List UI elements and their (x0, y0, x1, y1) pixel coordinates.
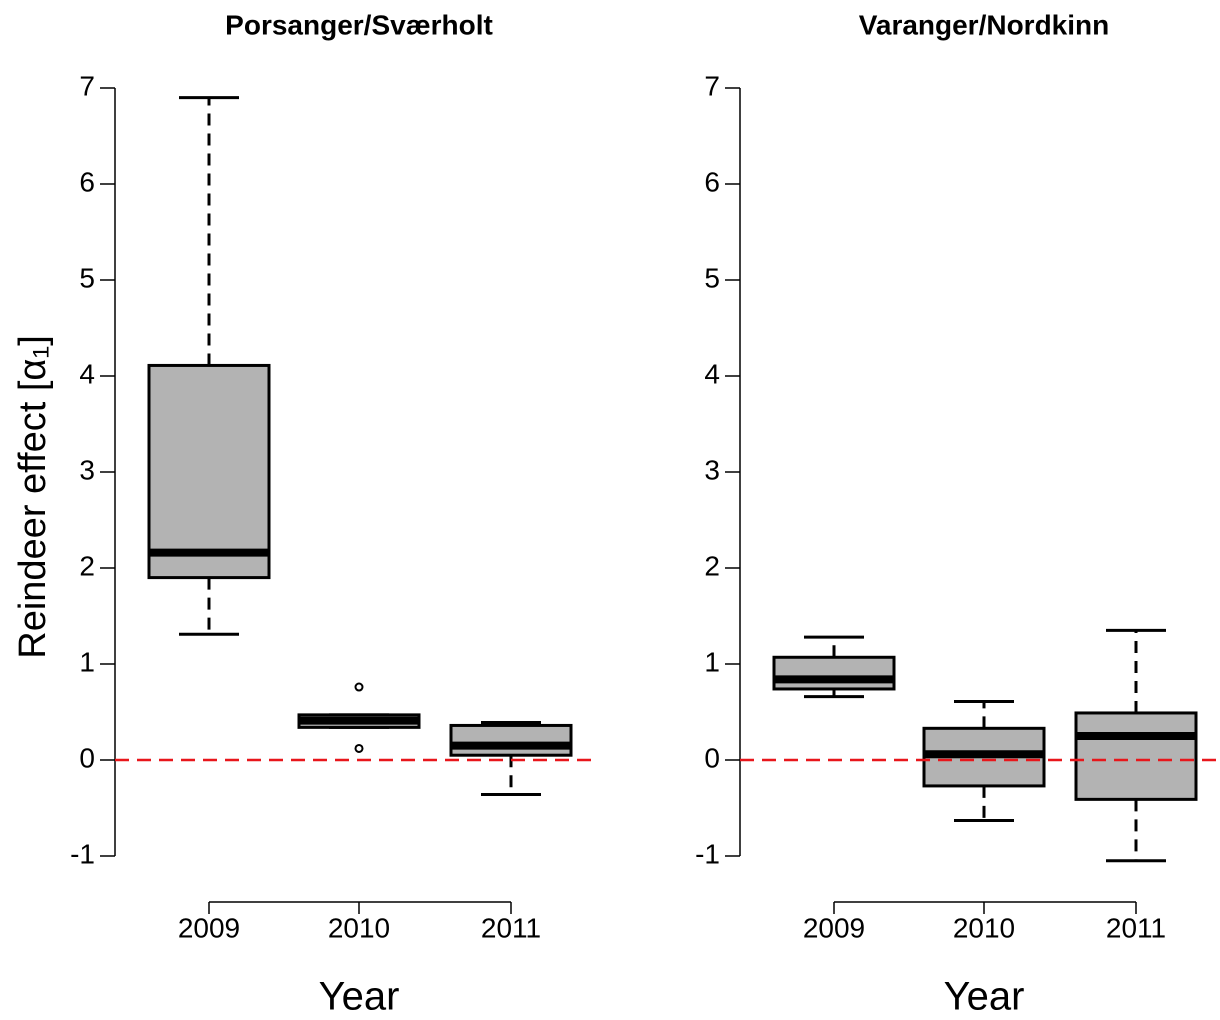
x-tick-label: 2011 (1106, 912, 1166, 943)
chart-title: Porsanger/Sværholt (225, 9, 493, 40)
box (449, 723, 573, 757)
y-tick-label: 2 (704, 550, 720, 581)
outlier (354, 682, 364, 692)
y-tick-label: 7 (79, 70, 95, 101)
x-tick-label: 2010 (953, 912, 1015, 943)
y-tick-label: 4 (704, 358, 720, 389)
y-tick-label: 4 (79, 358, 95, 389)
y-tick-label: 5 (79, 262, 95, 293)
chart-title: Varanger/Nordkinn (859, 9, 1110, 40)
box (147, 363, 271, 580)
y-tick-label: -1 (70, 838, 95, 869)
box (1074, 711, 1198, 801)
y-tick-label: 6 (79, 166, 95, 197)
y-tick-label: -1 (695, 838, 720, 869)
x-axis-label: Year (944, 975, 1025, 1019)
y-tick-label: 1 (704, 646, 720, 677)
outlier (354, 743, 364, 753)
y-tick-label: 0 (704, 742, 720, 773)
x-axis-label: Year (319, 975, 400, 1019)
y-tick-label: 3 (79, 454, 95, 485)
y-tick-label: 7 (704, 70, 720, 101)
y-tick-label: 6 (704, 166, 720, 197)
x-tick-label: 2010 (328, 912, 390, 943)
x-tick-label: 2009 (178, 912, 240, 943)
y-tick-label: 3 (704, 454, 720, 485)
y-tick-label: 0 (79, 742, 95, 773)
box (772, 655, 896, 691)
x-tick-label: 2009 (803, 912, 865, 943)
y-axis-label: Reindeer effect [α₁] (12, 335, 54, 658)
x-tick-label: 2011 (481, 912, 541, 943)
y-tick-label: 2 (79, 550, 95, 581)
y-tick-label: 1 (79, 646, 95, 677)
y-tick-label: 5 (704, 262, 720, 293)
